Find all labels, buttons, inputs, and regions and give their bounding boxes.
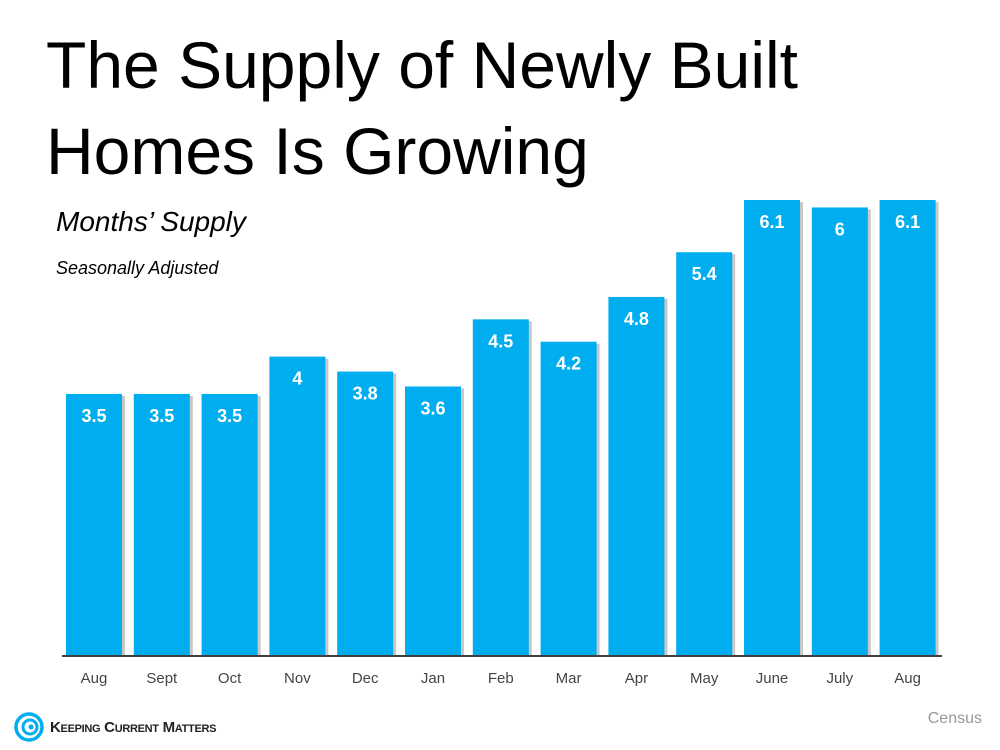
x-tick-label: Aug — [894, 670, 921, 687]
data-label: 4.5 — [488, 331, 513, 351]
bar — [405, 386, 461, 655]
x-tick-label: June — [756, 670, 789, 687]
data-label: 6.1 — [759, 212, 784, 232]
bar — [201, 393, 258, 655]
logo-swirl-icon — [14, 712, 44, 742]
bar — [608, 296, 665, 655]
logo: Keeping Current Matters — [14, 712, 216, 742]
bar — [269, 356, 326, 655]
x-tick-label: Nov — [284, 670, 311, 687]
logo-text: Keeping Current Matters — [50, 718, 217, 736]
data-label: 3.6 — [420, 398, 445, 418]
x-tick-label: Dec — [352, 670, 379, 687]
chart-subtitle: Months’ Supply — [56, 206, 246, 237]
data-label: 4.2 — [556, 354, 581, 374]
x-tick-label: Apr — [625, 670, 648, 687]
bar — [811, 207, 868, 655]
bar — [879, 200, 936, 655]
x-tick-label: Oct — [218, 670, 242, 687]
data-label: 5.4 — [692, 264, 717, 284]
source-label: Census — [927, 710, 982, 727]
data-label: 6 — [835, 219, 845, 239]
x-tick-label: Feb — [488, 670, 514, 687]
bar — [676, 252, 733, 655]
x-tick-label: Aug — [81, 670, 108, 687]
data-label: 4.8 — [624, 309, 649, 329]
x-tick-label: Mar — [556, 670, 582, 687]
x-tick-label: Sept — [146, 670, 178, 687]
bar — [540, 341, 597, 655]
x-tick-label: Jan — [421, 670, 445, 687]
x-tick-label: July — [826, 670, 853, 687]
data-label: 3.5 — [149, 406, 174, 426]
data-label: 4 — [292, 369, 302, 389]
data-label: 6.1 — [895, 212, 920, 232]
bar — [472, 319, 529, 655]
chart-title: The Supply of Newly Built Homes Is Growi… — [46, 28, 799, 188]
bar — [744, 200, 800, 655]
x-tick-label: May — [690, 670, 719, 687]
data-label: 3.5 — [217, 406, 242, 426]
chart-subtitle-2: Seasonally Adjusted — [56, 258, 219, 278]
bar — [337, 371, 394, 655]
bar — [66, 393, 122, 655]
bar — [133, 393, 190, 655]
data-label: 3.5 — [81, 406, 106, 426]
data-label: 3.8 — [353, 384, 378, 404]
